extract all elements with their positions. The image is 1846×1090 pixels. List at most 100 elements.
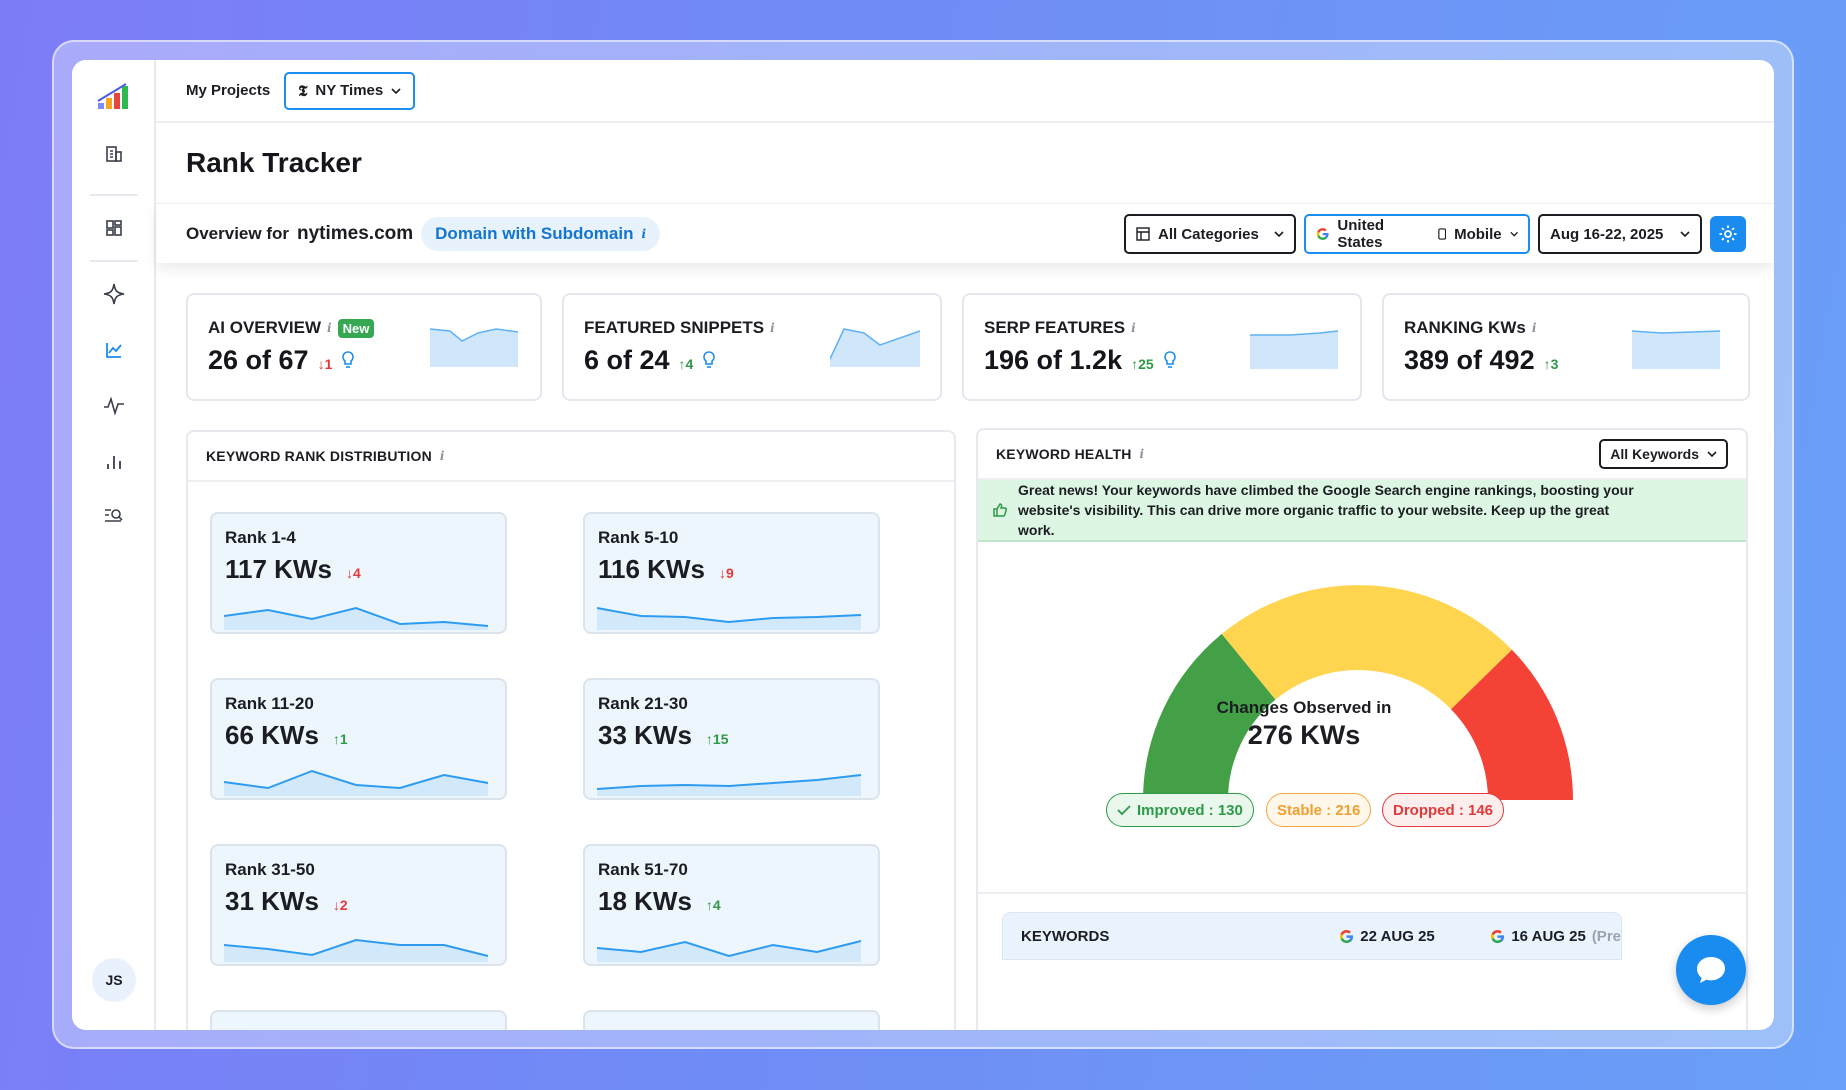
keywords-column-header[interactable]: KEYWORDS xyxy=(1021,927,1110,945)
rank-card[interactable]: Rank 11-20 66 KWs ↑1 xyxy=(210,678,507,800)
stat-sparkline xyxy=(1250,330,1338,369)
rank-label: Rank 5-10 xyxy=(598,528,679,547)
category-select[interactable]: All Categories xyxy=(1124,214,1296,254)
rank-card[interactable]: Rank 51-70 18 KWs ↑4 xyxy=(583,844,880,966)
lightbulb-icon[interactable] xyxy=(702,351,716,369)
gear-icon xyxy=(1719,225,1737,243)
bar-chart-icon[interactable] xyxy=(94,442,134,482)
project-name: NY Times xyxy=(315,82,384,99)
rank-kw-count: 18 KWs xyxy=(598,886,692,916)
stat-title: RANKING KWs i xyxy=(1404,318,1536,338)
rank-value: 33 KWs ↑15 xyxy=(598,720,729,751)
date-range-select[interactable]: Aug 16-22, 2025 xyxy=(1538,214,1702,254)
lightbulb-icon[interactable] xyxy=(341,351,355,369)
lightbulb-icon[interactable] xyxy=(1163,351,1177,369)
filter-bar: Overview for nytimes.com Domain with Sub… xyxy=(156,203,1774,263)
rank-kw-count: 33 KWs xyxy=(598,720,692,750)
country-value: United States xyxy=(1337,217,1385,251)
rank-tracker-icon[interactable] xyxy=(94,330,134,370)
rank-card[interactable]: Rank 31-50 31 KWs ↓2 xyxy=(210,844,507,966)
check-icon xyxy=(1117,805,1131,816)
domain-mode-label: Domain with Subdomain xyxy=(435,223,634,243)
chevron-down-icon xyxy=(1509,231,1518,237)
rank-value: 116 KWs ↓9 xyxy=(598,554,734,585)
overview-domain: nytimes.com xyxy=(297,222,414,244)
nyt-logo-icon: 𝕿 xyxy=(298,81,308,100)
settings-button[interactable] xyxy=(1710,216,1746,252)
activity-icon[interactable] xyxy=(94,386,134,426)
stat-delta: ↑4 xyxy=(678,356,694,372)
info-icon: i xyxy=(1139,447,1145,461)
table-icon xyxy=(1136,227,1150,241)
info-icon: i xyxy=(1531,321,1537,335)
info-icon: i xyxy=(439,449,445,463)
stat-number: 26 of 67 xyxy=(208,345,309,375)
improved-chip[interactable]: Improved : 130 xyxy=(1106,793,1254,827)
dropped-chip[interactable]: Dropped : 146 xyxy=(1382,793,1505,827)
stat-title-text: RANKING KWs xyxy=(1404,318,1526,337)
my-projects-label: My Projects xyxy=(186,82,271,99)
date-range-value: Aug 16-22, 2025 xyxy=(1550,225,1664,243)
gauge-value: 276 KWs xyxy=(1247,720,1361,750)
keywords-table-header: KEYWORDS 22 AUG 25 16 AUG 25 (P xyxy=(1002,912,1622,960)
app-logo-icon[interactable] xyxy=(94,76,134,116)
panel-title: KEYWORD HEALTH xyxy=(996,446,1132,462)
rank-card[interactable] xyxy=(583,1010,880,1030)
rank-label: Rank 51-70 xyxy=(598,860,688,879)
dropped-label: Dropped : 146 xyxy=(1393,801,1494,819)
user-avatar[interactable]: JS xyxy=(92,958,136,1002)
stat-value: 389 of 492 ↑3 xyxy=(1404,345,1558,376)
chat-launcher-button[interactable] xyxy=(1676,935,1746,1005)
stat-card-ranking-kws[interactable]: RANKING KWs i 389 of 492 ↑3 xyxy=(1382,293,1750,401)
date-column-previous[interactable]: 16 AUG 25 (Pre xyxy=(1490,928,1621,945)
stat-card-ai-overview[interactable]: AI OVERVIEW i New 26 of 67 ↓1 xyxy=(186,293,542,401)
stat-title: SERP FEATURES i xyxy=(984,318,1136,338)
stable-chip[interactable]: Stable : 216 xyxy=(1266,793,1372,827)
stat-delta: ↑3 xyxy=(1543,356,1559,372)
rank-value: 31 KWs ↓2 xyxy=(225,886,348,917)
sparkle-ai-icon[interactable] xyxy=(94,274,134,314)
domain-mode-pill[interactable]: Domain with Subdomain i xyxy=(421,216,661,251)
panel-header: KEYWORD HEALTH i xyxy=(978,430,1746,480)
chat-bubble-icon xyxy=(1697,957,1725,983)
location-device-select[interactable]: United States Mobile xyxy=(1304,214,1530,254)
top-bar: My Projects 𝕿 NY Times xyxy=(156,60,1774,123)
rank-sparkline xyxy=(224,769,489,796)
sidebar-divider xyxy=(90,194,138,196)
rank-value: 117 KWs ↓4 xyxy=(225,554,361,585)
rank-card[interactable]: Rank 21-30 33 KWs ↑15 xyxy=(583,678,880,800)
stat-title: FEATURED SNIPPETS i xyxy=(584,318,775,338)
chevron-down-icon xyxy=(1680,231,1690,237)
stable-label: Stable : 216 xyxy=(1277,801,1361,819)
stat-value: 26 of 67 ↓1 xyxy=(208,345,355,376)
page-title: Rank Tracker xyxy=(186,147,362,178)
info-icon: i xyxy=(1131,321,1136,335)
search-list-icon[interactable] xyxy=(94,496,134,536)
stat-number: 389 of 492 xyxy=(1404,345,1535,375)
project-selector[interactable]: 𝕿 NY Times xyxy=(284,71,416,110)
stat-card-featured-snippets[interactable]: FEATURED SNIPPETS i 6 of 24 ↑4 xyxy=(562,293,942,401)
rank-label: Rank 21-30 xyxy=(598,694,688,713)
rank-delta: ↑15 xyxy=(705,731,729,747)
overview-for-label: Overview for xyxy=(186,223,289,243)
date-column-current[interactable]: 22 AUG 25 xyxy=(1339,928,1474,945)
rank-card[interactable]: Rank 5-10 116 KWs ↓9 xyxy=(583,512,880,634)
keyword-filter-select[interactable]: All Keywords xyxy=(1599,439,1728,469)
rank-delta: ↓4 xyxy=(345,565,361,581)
stat-delta: ↑25 xyxy=(1131,356,1154,372)
filters-group: All Categories United States Mobile Aug … xyxy=(1124,214,1746,254)
notice-text: Great news! Your keywords have climbed t… xyxy=(1018,482,1634,538)
rank-card[interactable]: Rank 1-4 117 KWs ↓4 xyxy=(210,512,507,634)
panel-header: KEYWORD RANK DISTRIBUTION i xyxy=(188,432,954,482)
health-notice: Great news! Your keywords have climbed t… xyxy=(978,480,1746,542)
stat-card-serp-features[interactable]: SERP FEATURES i 196 of 1.2k ↑25 xyxy=(962,293,1362,401)
info-icon: i xyxy=(327,321,332,335)
dashboard-icon[interactable] xyxy=(94,208,134,248)
rank-card[interactable] xyxy=(210,1010,507,1030)
divider xyxy=(978,892,1746,894)
rank-kw-count: 66 KWs xyxy=(225,720,319,750)
rank-kw-count: 117 KWs xyxy=(225,554,332,584)
rank-label: Rank 1-4 xyxy=(225,528,296,547)
date-column-suffix: (Pre xyxy=(1591,927,1621,945)
building-icon[interactable] xyxy=(94,134,134,174)
